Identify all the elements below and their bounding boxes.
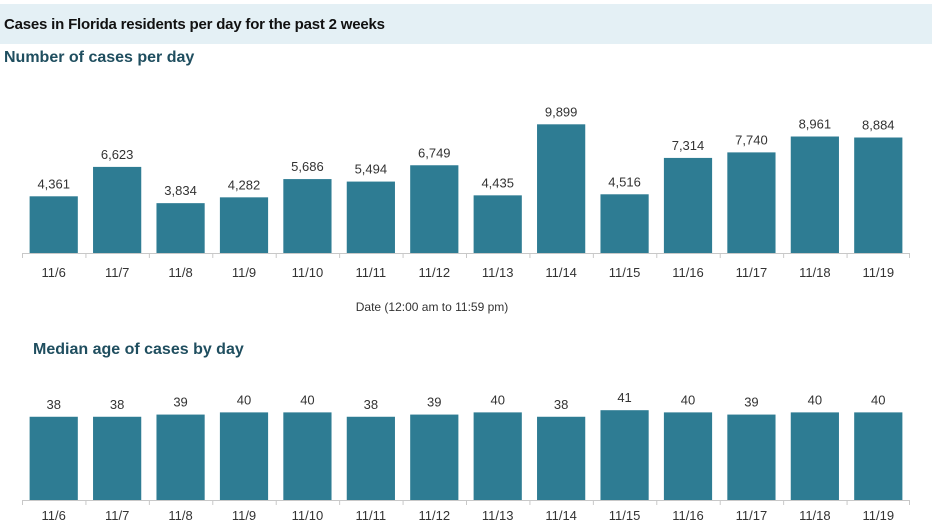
chart-header-title: Cases in Florida residents per day for t… — [4, 15, 385, 33]
cases-bar-1 — [93, 166, 142, 253]
cases-bar-value-label-11: 7,740 — [735, 132, 768, 147]
cases-bar-6 — [410, 165, 459, 253]
age-bar-11 — [727, 414, 776, 500]
age-bar-6 — [410, 414, 459, 500]
age-x-tick-label-2: 11/8 — [168, 508, 192, 523]
cases-x-tick-label-7: 11/13 — [482, 265, 514, 280]
cases-bar-value-label-5: 5,494 — [355, 162, 388, 177]
cases-bar-value-label-4: 5,686 — [291, 159, 324, 174]
age-x-tick-label-8: 11/14 — [545, 508, 577, 523]
cases-bar-value-label-8: 9,899 — [545, 104, 578, 119]
age-bar-value-label-2: 39 — [173, 395, 187, 410]
cases-x-tick-label-4: 11/10 — [292, 265, 324, 280]
cases-x-tick-label-2: 11/8 — [168, 265, 192, 280]
age-bar-value-label-10: 40 — [681, 392, 695, 407]
cases-chart-title: Number of cases per day — [4, 49, 195, 66]
age-bar-value-label-3: 40 — [237, 392, 251, 407]
chart-header: Cases in Florida residents per day for t… — [0, 4, 932, 44]
age-bar-0 — [29, 416, 78, 500]
cases-bar-4 — [283, 179, 332, 253]
cases-x-tick-label-3: 11/9 — [232, 265, 256, 280]
age-bar-7 — [473, 412, 522, 500]
cases-bar-10 — [663, 157, 713, 253]
age-x-tick-label-1: 11/7 — [105, 508, 129, 523]
age-x-tick-label-10: 11/16 — [672, 508, 704, 523]
cases-bar-value-label-6: 6,749 — [418, 145, 451, 160]
cases-bar-value-label-2: 3,834 — [164, 183, 197, 198]
cases-x-axis-title: Date (12:00 am to 11:59 pm) — [356, 300, 509, 314]
cases-x-tick-label-10: 11/16 — [672, 265, 704, 280]
cases-bar-value-label-7: 4,435 — [481, 175, 514, 190]
cases-x-tick-label-13: 11/19 — [862, 265, 894, 280]
cases-bar-9 — [600, 194, 649, 253]
cases-bar-value-label-0: 4,361 — [37, 176, 70, 191]
cases-bar-value-label-1: 6,623 — [101, 147, 134, 162]
cases-x-tick-label-6: 11/12 — [418, 265, 450, 280]
cases-x-tick-label-5: 11/11 — [356, 265, 387, 280]
cases-bar-value-label-3: 4,282 — [228, 177, 261, 192]
age-bar-value-label-11: 39 — [744, 395, 758, 410]
age-bar-value-label-9: 41 — [617, 390, 631, 405]
cases-bar-5 — [346, 181, 395, 253]
age-bar-value-label-5: 38 — [364, 397, 378, 412]
age-x-tick-label-5: 11/11 — [356, 508, 387, 523]
age-bar-4 — [283, 412, 332, 500]
cases-bar-8 — [537, 124, 586, 253]
age-bar-1 — [93, 416, 142, 500]
age-x-tick-label-6: 11/12 — [418, 508, 450, 523]
age-x-tick-label-7: 11/13 — [482, 508, 514, 523]
age-bar-2 — [156, 414, 205, 500]
cases-bar-3 — [219, 197, 269, 253]
cases-bar-12 — [790, 136, 839, 253]
age-x-tick-label-13: 11/19 — [862, 508, 894, 523]
age-x-tick-label-12: 11/18 — [799, 508, 831, 523]
cases-bar-11 — [727, 152, 776, 253]
cases-bar-value-label-10: 7,314 — [672, 138, 705, 153]
cases-bar-13 — [854, 137, 903, 253]
age-bar-value-label-12: 40 — [808, 392, 822, 407]
cases-x-tick-label-0: 11/6 — [42, 265, 66, 280]
age-bar-13 — [854, 412, 903, 500]
age-x-tick-label-3: 11/9 — [232, 508, 256, 523]
age-x-tick-label-11: 11/17 — [736, 508, 768, 523]
cases-x-tick-label-9: 11/15 — [609, 265, 641, 280]
age-x-tick-label-4: 11/10 — [292, 508, 324, 523]
cases-x-tick-label-1: 11/7 — [105, 265, 129, 280]
cases-bar-value-label-9: 4,516 — [608, 174, 641, 189]
age-bar-9 — [600, 410, 649, 500]
age-bar-5 — [346, 416, 395, 500]
age-bar-3 — [219, 412, 269, 500]
cases-bar-7 — [473, 195, 522, 253]
age-bar-value-label-6: 39 — [427, 395, 441, 410]
age-bar-value-label-4: 40 — [300, 392, 314, 407]
cases-bar-value-label-12: 8,961 — [799, 117, 832, 132]
age-x-tick-label-9: 11/15 — [609, 508, 641, 523]
age-bar-value-label-7: 40 — [490, 392, 504, 407]
age-bar-12 — [790, 412, 839, 500]
age-bar-8 — [537, 416, 586, 500]
age-bar-10 — [663, 412, 713, 500]
cases-bar-2 — [156, 203, 205, 253]
age-bar-value-label-13: 40 — [871, 392, 885, 407]
age-bar-value-label-1: 38 — [110, 397, 124, 412]
age-chart-title: Median age of cases by day — [33, 341, 244, 358]
cases-bar-value-label-13: 8,884 — [862, 118, 895, 133]
age-bar-value-label-8: 38 — [554, 397, 568, 412]
cases-x-tick-label-8: 11/14 — [545, 265, 577, 280]
cases-x-tick-label-11: 11/17 — [736, 265, 768, 280]
cases-x-tick-label-12: 11/18 — [799, 265, 831, 280]
cases-bar-0 — [29, 196, 78, 253]
age-bar-value-label-0: 38 — [46, 397, 60, 412]
age-x-tick-label-0: 11/6 — [42, 508, 66, 523]
